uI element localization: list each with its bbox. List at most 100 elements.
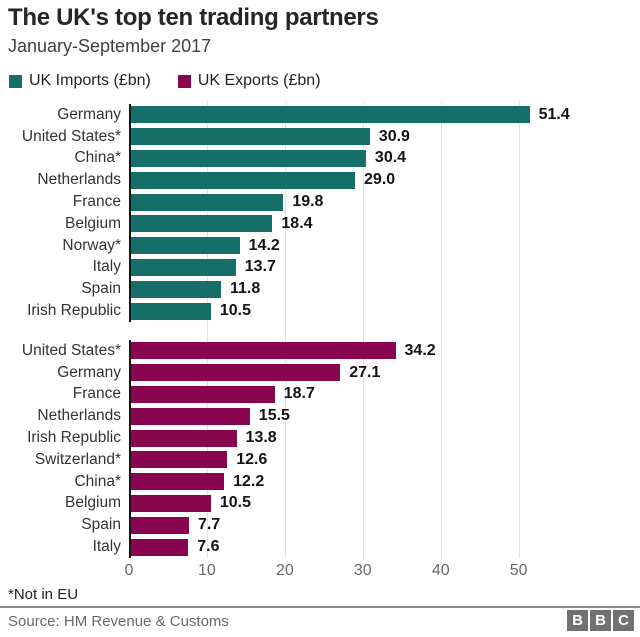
bar-area: 13.8: [129, 429, 620, 447]
bar-area: 7.7: [129, 516, 620, 534]
x-axis-tick-label: 30: [353, 562, 372, 579]
bar: [129, 538, 189, 556]
bar-value-label: 13.7: [244, 258, 276, 276]
bar-area: 18.7: [129, 385, 620, 403]
x-axis-tick-label: 0: [124, 562, 134, 579]
bar-area: 11.8: [129, 280, 620, 298]
x-axis-tick-label: 50: [509, 562, 528, 579]
category-label: Belgium: [65, 494, 121, 512]
legend-item: UK Imports (£bn): [9, 72, 151, 90]
imports-bar-group: Germany 51.4 United States* 30.9 China* 30.4 N…: [0, 104, 640, 322]
bar-row: Switzerland* 12.6: [0, 449, 640, 471]
bar-row: Italy 7.6: [0, 536, 640, 558]
gridline-30: [362, 100, 364, 558]
page-subtitle: January-September 2017: [8, 36, 212, 56]
bar-value-label: 11.8: [229, 280, 261, 298]
bar-row: United States* 34.2: [0, 340, 640, 362]
bar-row: Netherlands 29.0: [0, 169, 640, 191]
bar-value-label: 14.2: [248, 236, 280, 254]
bar-value-label: 29.0: [364, 171, 396, 189]
bar: [129, 128, 370, 146]
legend-swatch-icon: [9, 74, 22, 88]
bar-value-label: 13.8: [245, 429, 277, 447]
bar-value-label: 30.9: [378, 127, 410, 145]
bar: [129, 516, 189, 534]
bar-area: 18.4: [129, 215, 620, 233]
bar-area: 15.5: [129, 407, 620, 425]
bar-value-label: 34.2: [404, 341, 436, 359]
bar-area: 12.2: [129, 473, 620, 491]
category-label: France: [72, 193, 121, 211]
source-text: Source: HM Revenue & Customs: [8, 613, 229, 630]
bar-value-label: 10.5: [219, 302, 251, 320]
bar-row: France 18.7: [0, 384, 640, 406]
bar-row: Belgium 18.4: [0, 213, 640, 235]
bbc-logo-letter: B: [567, 610, 588, 631]
bar-area: 30.9: [129, 128, 620, 146]
page-title: The UK's top ten trading partners: [8, 4, 379, 31]
bar-value-label: 30.4: [374, 149, 407, 167]
exports-axis-spine: [129, 340, 131, 558]
bar-value-label: 51.4: [538, 105, 570, 123]
bar-row: China* 30.4: [0, 148, 640, 170]
bar-value-label: 12.2: [233, 472, 265, 490]
bar: [129, 407, 250, 425]
category-label: Italy: [92, 538, 121, 556]
imports-axis-spine: [129, 104, 131, 322]
category-label: United States*: [21, 127, 121, 145]
bar: [129, 106, 530, 124]
bar: [129, 149, 366, 167]
bar-row: United States* 30.9: [0, 126, 640, 148]
bar-row: Belgium 10.5: [0, 493, 640, 515]
legend-label: UK Imports (£bn): [29, 72, 151, 89]
bbc-logo-letter: C: [613, 610, 634, 631]
bar: [129, 302, 211, 320]
bar: [129, 215, 273, 233]
bar-row: Irish Republic 13.8: [0, 427, 640, 449]
bar-value-label: 7.6: [197, 538, 220, 556]
category-label: Netherlands: [37, 171, 121, 189]
category-label: Irish Republic: [27, 302, 121, 320]
bar-value-label: 12.6: [236, 450, 268, 468]
bar-area: 12.6: [129, 451, 620, 469]
legend-label: UK Exports (£bn): [197, 72, 321, 89]
bar-area: 14.2: [129, 237, 620, 255]
chart: Germany 51.4 United States* 30.9 China* 30.4 N…: [0, 100, 640, 582]
category-label: United States*: [21, 341, 121, 359]
bar: [129, 258, 236, 276]
bar: [129, 451, 228, 469]
category-label: Netherlands: [37, 407, 121, 425]
x-axis-tick-label: 10: [198, 562, 216, 579]
category-label: France: [72, 385, 121, 403]
bar: [129, 280, 221, 298]
gridline-50: [518, 100, 520, 558]
bar-area: 10.5: [129, 494, 620, 512]
bar-value-label: 18.4: [281, 214, 313, 232]
bar: [129, 429, 237, 447]
bar-area: 51.4: [129, 106, 620, 124]
category-label: Germany: [57, 105, 121, 123]
x-axis-tick-label: 40: [431, 562, 450, 579]
gridline-20: [284, 100, 286, 558]
category-label: Spain: [81, 280, 121, 298]
category-label: China*: [74, 472, 121, 490]
bar-value-label: 10.5: [219, 494, 251, 512]
footnote: *Not in EU: [8, 586, 79, 603]
bar-area: 7.6: [129, 538, 620, 556]
bar-row: Germany 27.1: [0, 362, 640, 384]
bar: [129, 364, 341, 382]
bar-value-label: 7.7: [198, 516, 221, 534]
plot-gridlines: [129, 100, 620, 558]
bar-row: France 19.8: [0, 191, 640, 213]
bar-area: 19.8: [129, 193, 620, 211]
bar-value-label: 27.1: [349, 363, 381, 381]
x-axis-tick-label: 20: [275, 562, 294, 579]
legend-item: UK Exports (£bn): [177, 72, 321, 90]
bar: [129, 237, 240, 255]
bar-value-label: 15.5: [258, 407, 290, 425]
category-label: Germany: [57, 363, 121, 381]
exports-bar-group: United States* 34.2 Germany 27.1 France 18.7 N…: [0, 340, 640, 558]
bar-row: Spain 11.8: [0, 278, 640, 300]
